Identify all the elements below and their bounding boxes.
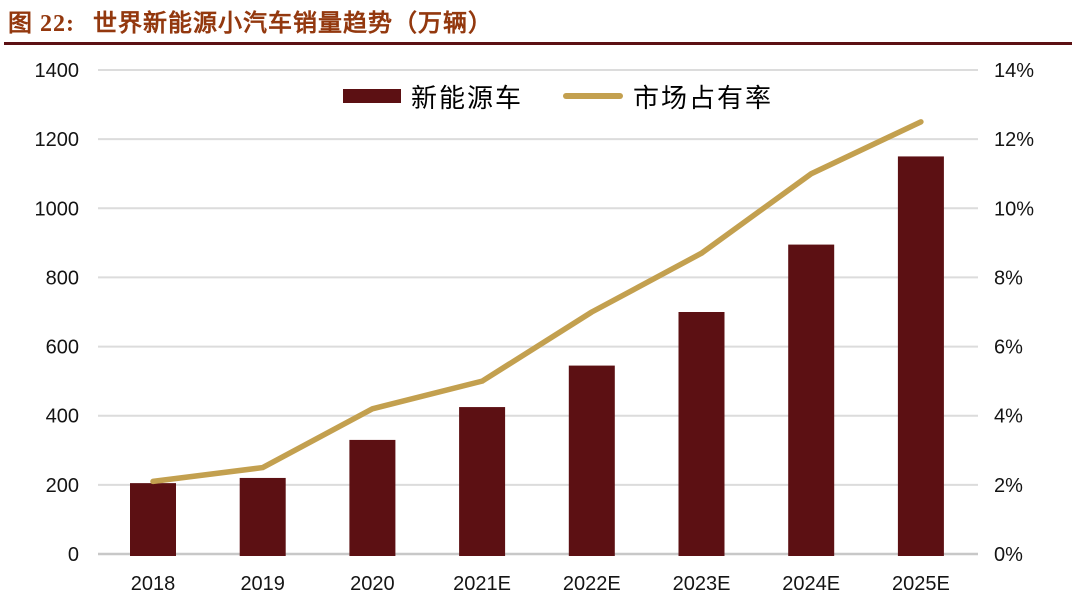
left-axis-tick-label: 600: [46, 337, 79, 359]
left-axis-tick-label: 1400: [35, 60, 80, 82]
left-axis-tick-label: 800: [46, 267, 79, 289]
bar-2024E: [788, 244, 835, 557]
right-axis-tick-label: 4%: [994, 406, 1023, 428]
x-axis-label-2022E: 2022E: [563, 573, 621, 595]
bar-2022E: [568, 365, 615, 556]
x-axis-label-2021E: 2021E: [453, 573, 511, 595]
bar-2020: [349, 439, 396, 556]
right-axis-tick-label: 0%: [994, 544, 1023, 566]
legend-line-label: 市场占有率: [633, 83, 774, 113]
right-axis-tick-label: 14%: [994, 60, 1034, 82]
right-axis-tick-label: 2%: [994, 475, 1023, 497]
bar-2023E: [678, 312, 725, 556]
bar-2019: [239, 477, 286, 556]
legend-bar-swatch-icon: [343, 89, 401, 103]
x-axis-label-2019: 2019: [240, 573, 285, 595]
x-axis-label-2024E: 2024E: [782, 573, 840, 595]
legend-bar-label: 新能源车: [411, 83, 524, 113]
left-axis-tick-label: 200: [46, 475, 79, 497]
bar-2021E: [459, 407, 506, 556]
figure-label: 图 22:: [8, 11, 75, 37]
left-axis-tick-label: 400: [46, 406, 79, 428]
figure-title: 世界新能源小汽车销量趋势（万辆）: [93, 11, 493, 37]
x-axis-label-2023E: 2023E: [673, 573, 731, 595]
right-axis-tick-label: 6%: [994, 337, 1023, 359]
right-axis-tick-label: 12%: [994, 129, 1034, 151]
left-axis-tick-label: 1000: [35, 198, 80, 220]
x-axis-label-2018: 2018: [131, 573, 176, 595]
left-axis-tick-label: 0: [68, 544, 79, 566]
legend-line-swatch-icon: [563, 93, 624, 99]
chart-legend: 新能源车 市场占有率: [343, 80, 774, 113]
header-rule: [4, 42, 1072, 45]
right-axis-tick-label: 10%: [994, 198, 1034, 220]
left-axis-tick-label: 1200: [35, 129, 80, 151]
x-axis-label-2025E: 2025E: [892, 573, 950, 595]
bar-2025E: [897, 156, 944, 556]
bar-2018: [130, 483, 176, 556]
market-share-line: [150, 119, 924, 485]
x-axis-label-2020: 2020: [350, 573, 395, 595]
figure-header: 图 22: 世界新能源小汽车销量趋势（万辆）: [8, 3, 493, 38]
right-axis-tick-label: 8%: [994, 267, 1023, 289]
